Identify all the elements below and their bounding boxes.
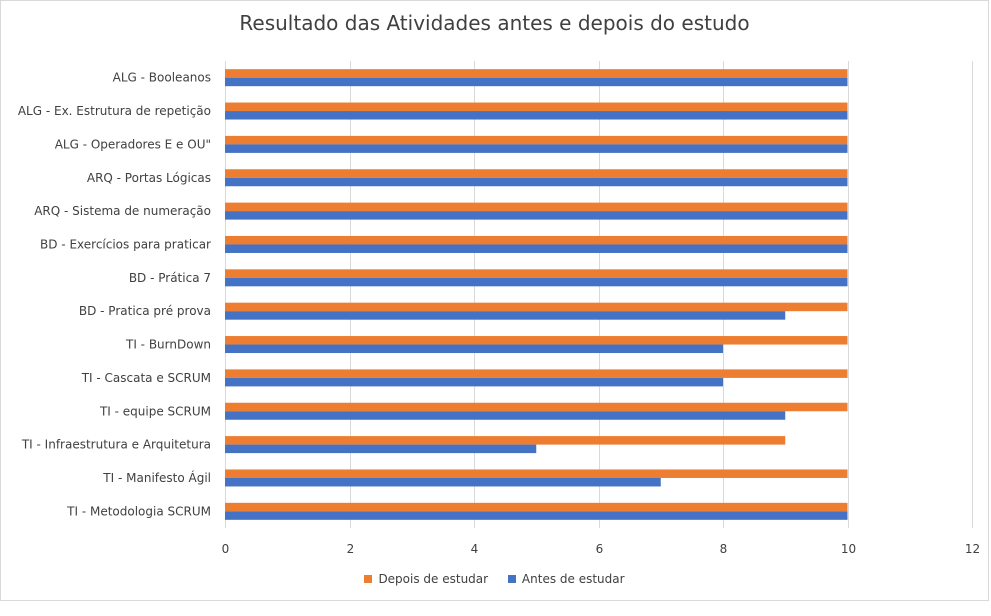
legend-label-depois: Depois de estudar <box>378 572 489 586</box>
category-label-2: ALG - Operadores E e OU" <box>55 137 211 151</box>
category-label-4: ARQ - Sistema de numeração <box>34 204 211 218</box>
bar-antes-10 <box>225 411 786 420</box>
bar-depois-2 <box>225 135 848 145</box>
legend-item-depois: Depois de estudar <box>364 572 488 586</box>
bar-antes-4 <box>225 211 848 220</box>
bar-antes-1 <box>225 111 848 120</box>
category-label-10: TI - equipe SCRUM <box>99 404 211 418</box>
category-label-11: TI - Infraestrutura e Arquitetura <box>21 438 211 452</box>
bar-depois-9 <box>225 369 848 378</box>
bar-depois-1 <box>225 102 848 112</box>
bar-depois-5 <box>225 235 848 245</box>
x-tick-label-1: 2 <box>347 542 355 556</box>
x-tick-label-4: 8 <box>720 542 728 556</box>
category-label-3: ARQ - Portas Lógicas <box>87 171 211 185</box>
legend: Depois de estudar Antes de estudar <box>1 572 988 586</box>
bar-depois-13 <box>225 502 848 512</box>
bar-antes-3 <box>225 177 848 187</box>
x-tick-label-0: 0 <box>222 542 230 556</box>
bar-depois-3 <box>225 169 848 178</box>
bar-depois-7 <box>225 302 848 312</box>
bar-antes-13 <box>225 511 848 520</box>
bar-antes-11 <box>225 444 537 454</box>
bar-depois-12 <box>225 469 848 478</box>
bar-antes-9 <box>225 377 723 387</box>
bar-antes-8 <box>225 344 723 354</box>
category-label-13: TI - Metodologia SCRUM <box>66 504 211 518</box>
x-tick-label-5: 10 <box>841 542 856 556</box>
category-label-5: BD - Exercícios para praticar <box>40 237 211 251</box>
bar-chart: 0 2 4 6 8 10 12 ALG - Booleanos ALG - Ex. Estrut… <box>18 61 980 556</box>
x-tick-label-3: 6 <box>596 542 604 556</box>
category-label-9: TI - Cascata e SCRUM <box>81 371 211 385</box>
x-tick-label-2: 4 <box>471 542 479 556</box>
chart-title: Resultado das Atividades antes e depois … <box>239 11 750 35</box>
bar-antes-7 <box>225 311 786 320</box>
bar-depois-11 <box>225 436 786 445</box>
category-label-12: TI - Manifesto Ágil <box>102 470 211 485</box>
x-tick-label-6: 12 <box>965 542 980 556</box>
legend-swatch-antes <box>507 575 516 583</box>
bar-antes-12 <box>225 477 661 487</box>
bar-depois-10 <box>225 402 848 412</box>
legend-item-antes: Antes de estudar <box>507 572 625 586</box>
bar-antes-6 <box>225 277 848 287</box>
category-label-8: TI - BurnDown <box>125 338 211 352</box>
legend-label-antes: Antes de estudar <box>521 572 625 586</box>
category-label-0: ALG - Booleanos <box>113 71 211 85</box>
category-label-7: BD - Pratica pré prova <box>79 304 211 318</box>
bar-depois-6 <box>225 269 848 278</box>
category-label-6: BD - Prática 7 <box>129 271 211 285</box>
legend-swatch-depois <box>364 575 373 583</box>
bar-antes-0 <box>225 77 848 87</box>
bar-antes-2 <box>225 144 848 153</box>
bar-depois-8 <box>225 336 848 345</box>
bar-depois-4 <box>225 202 848 212</box>
bar-antes-5 <box>225 244 848 253</box>
category-label-1: ALG - Ex. Estrutura de repetição <box>18 104 211 118</box>
bar-depois-0 <box>225 69 848 78</box>
chart-frame: Resultado das Atividades antes e depois … <box>0 0 989 601</box>
